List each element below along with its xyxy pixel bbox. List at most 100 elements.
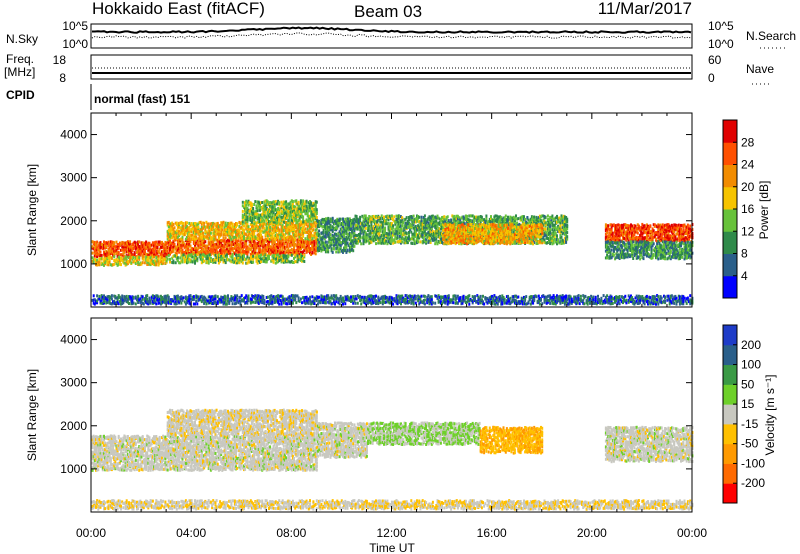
heatmap-cell [222,253,225,257]
heatmap-cell [141,249,144,253]
heatmap-cell [324,232,327,236]
heatmap-cell [169,248,171,252]
heatmap-cell [190,222,193,225]
heatmap-cell [430,216,433,220]
heatmap-cell [362,219,365,223]
heatmap-cell [288,232,291,236]
heatmap-cell [181,239,184,243]
heatmap-cell [277,226,280,230]
heatmap-cell [405,221,408,225]
heatmap-cell [261,212,264,216]
heatmap-cell [301,203,303,207]
heatmap-cell [299,253,302,257]
heatmap-cell [560,219,563,223]
heatmap-cell [129,245,132,249]
heatmap-cell [320,243,323,247]
heatmap-cell [276,257,278,261]
heatmap-cell [412,214,415,218]
heatmap-cell [337,248,340,252]
heatmap-cell [172,223,175,226]
heatmap-cell [307,217,310,221]
heatmap-cell [442,241,445,245]
heatmap-cell [233,246,236,250]
heatmap-cell [511,216,514,220]
heatmap-cell [386,232,389,236]
heatmap-cell [137,261,140,264]
heatmap-cell [303,230,306,234]
heatmap-cell [171,241,174,245]
heatmap-cell [255,253,258,257]
heatmap-cell [278,208,281,212]
heatmap-cell [98,245,101,249]
heatmap-cell [141,243,144,247]
heatmap-cell [397,225,400,228]
heatmap-cell [327,229,330,233]
heatmap-cell [372,231,375,235]
heatmap-cell [245,261,248,265]
heatmap-cell [344,245,347,249]
heatmap-cell [206,236,209,240]
heatmap-cell [372,226,375,230]
heatmap-cell [368,241,371,245]
heatmap-cell [276,253,278,257]
heatmap-cell [258,230,261,234]
heatmap-cell [400,227,402,231]
heatmap-cell [256,237,259,240]
heatmap-cell [214,260,217,264]
heatmap-cell [150,258,153,262]
heatmap-cell [290,235,293,239]
heatmap-cell [488,231,491,235]
heatmap-cell [264,232,267,236]
heatmap-cell [172,230,175,234]
heatmap-cell [241,215,244,219]
heatmap-cell [381,239,384,243]
heatmap-cell [378,219,381,223]
heatmap-cell [166,221,169,225]
heatmap-cell [377,232,380,236]
heatmap-cell [305,245,308,249]
heatmap-cell [329,220,332,224]
heatmap-cell [282,225,285,229]
heatmap-cell [105,259,108,263]
heatmap-cell [203,243,206,247]
heatmap-cell [314,205,317,209]
heatmap-cell [263,238,266,242]
heatmap-cell [253,251,256,254]
heatmap-cell [197,241,200,244]
heatmap-cell [389,234,392,238]
heatmap-cell [297,212,300,216]
heatmap-cell [303,245,306,249]
heatmap-cell [136,246,138,250]
heatmap-cell [128,248,130,252]
heatmap-cell [212,244,215,248]
heatmap-cell [360,226,363,230]
heatmap-cell [281,254,284,258]
heatmap-cell [355,225,358,229]
heatmap-cell [291,239,294,242]
heatmap-cell [310,253,313,256]
heatmap-cell [202,247,204,251]
heatmap-cell [449,230,451,234]
heatmap-cell [545,221,548,225]
heatmap-cell [107,240,110,244]
heatmap-cell [161,255,163,259]
heatmap-cell [257,202,260,206]
heatmap-cell [167,253,170,257]
heatmap-cell [113,259,116,262]
heatmap-cell [327,240,330,244]
heatmap-cell [295,260,298,264]
heatmap-cell [121,259,124,263]
heatmap-cell [250,210,253,214]
heatmap-cell [469,235,472,239]
heatmap-cell [507,223,509,227]
heatmap-cell [93,249,96,253]
heatmap-cell [306,237,309,241]
heatmap-cell [140,251,143,255]
heatmap-cell [305,204,308,208]
heatmap-cell [343,239,346,243]
heatmap-cell [373,219,376,223]
heatmap-cell [286,206,289,210]
heatmap-cell [125,241,128,245]
heatmap-cell [223,258,226,262]
heatmap-cell [362,233,365,237]
